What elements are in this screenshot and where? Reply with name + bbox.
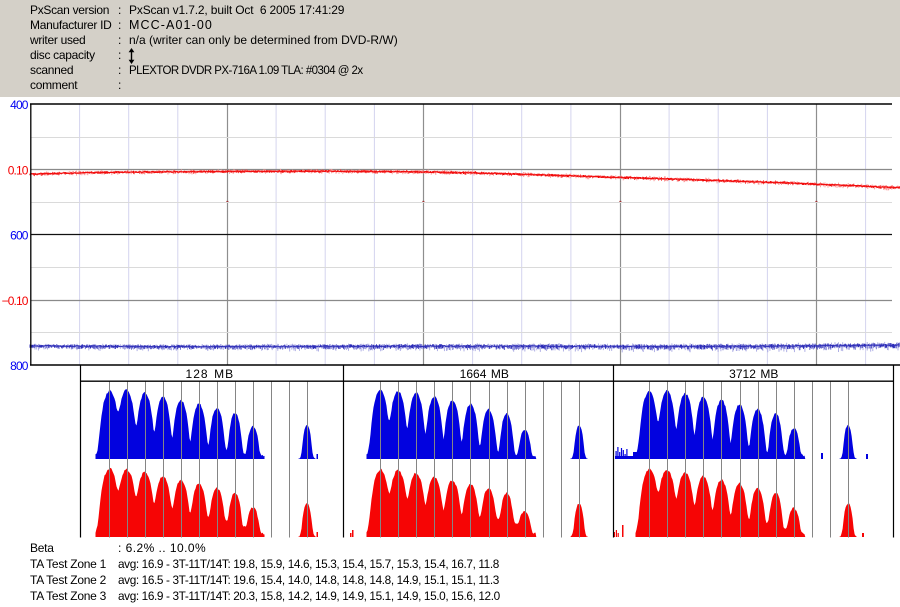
svg-text:1664 MB: 1664 MB	[460, 367, 509, 381]
svg-text:128 MB: 128 MB	[186, 367, 235, 381]
svg-text:−0.10: −0.10	[2, 294, 29, 308]
svg-text:400: 400	[10, 98, 29, 112]
svg-text:3712 MB: 3712 MB	[729, 367, 778, 381]
svg-text:600: 600	[10, 229, 29, 243]
svg-text:0.10: 0.10	[8, 163, 29, 177]
svg-text:800: 800	[10, 359, 29, 373]
